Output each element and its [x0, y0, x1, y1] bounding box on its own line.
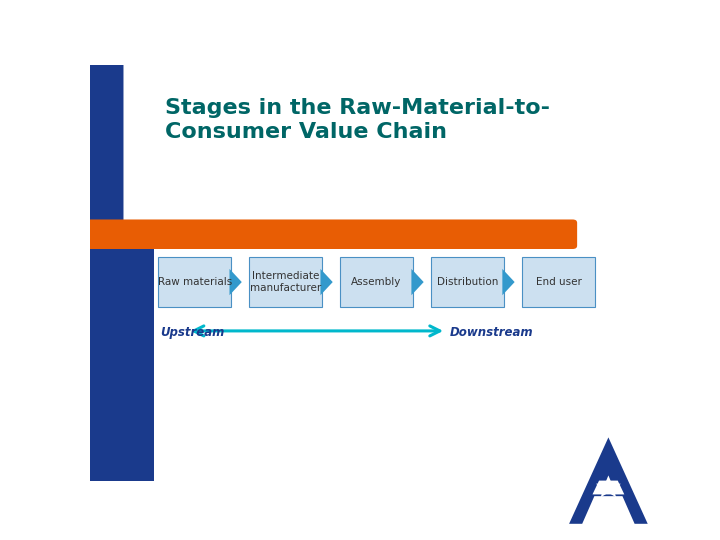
Text: Downstream: Downstream [450, 327, 534, 340]
Text: Assembly: Assembly [351, 277, 402, 287]
Polygon shape [593, 481, 624, 495]
Bar [90, 65, 154, 481]
FancyBboxPatch shape [431, 257, 504, 307]
Polygon shape [596, 475, 621, 497]
FancyBboxPatch shape [158, 257, 231, 307]
FancyBboxPatch shape [86, 219, 577, 249]
Polygon shape [503, 269, 515, 295]
Text: Distribution: Distribution [437, 277, 498, 287]
Text: Raw materials: Raw materials [158, 277, 232, 287]
FancyBboxPatch shape [249, 257, 322, 307]
Polygon shape [569, 437, 648, 524]
FancyBboxPatch shape [522, 257, 595, 307]
Polygon shape [230, 269, 242, 295]
FancyBboxPatch shape [340, 257, 413, 307]
Text: Intermediate
manufacturer: Intermediate manufacturer [250, 271, 321, 293]
Text: Stages in the Raw-Material-to-
Consumer Value Chain: Stages in the Raw-Material-to- Consumer … [166, 98, 550, 142]
Polygon shape [320, 269, 333, 295]
FancyBboxPatch shape [124, 44, 269, 235]
Text: End user: End user [536, 277, 581, 287]
Text: Upstream: Upstream [160, 327, 224, 340]
Polygon shape [411, 269, 423, 295]
